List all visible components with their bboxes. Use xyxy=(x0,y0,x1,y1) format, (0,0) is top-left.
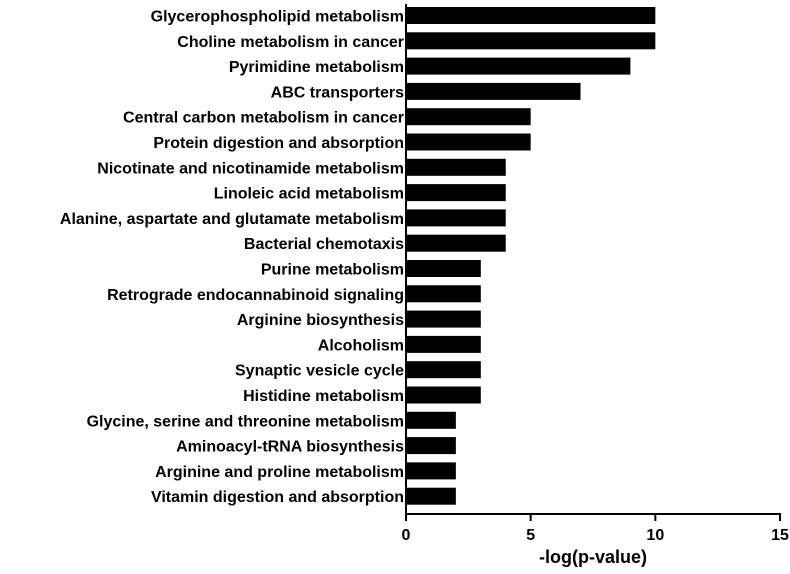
bar xyxy=(406,82,581,100)
bar xyxy=(406,184,506,202)
bar xyxy=(406,133,531,151)
category-label: Purine metabolism xyxy=(261,262,404,279)
category-label: Pyrimidine metabolism xyxy=(229,59,404,76)
bar xyxy=(406,386,481,404)
category-label: Bacterial chemotaxis xyxy=(244,236,404,253)
bar xyxy=(406,32,656,50)
category-label: Synaptic vesicle cycle xyxy=(235,363,404,380)
category-label: Nicotinate and nicotinamide metabolism xyxy=(97,160,404,177)
category-label: Alanine, aspartate and glutamate metabol… xyxy=(60,211,404,228)
category-label: Glycerophospholipid metabolism xyxy=(151,9,404,26)
category-label: Central carbon metabolism in cancer xyxy=(123,110,404,127)
category-label: Protein digestion and absorption xyxy=(153,135,404,152)
x-ticks-group: 0 5 10 15 xyxy=(402,514,789,544)
bar xyxy=(406,361,481,379)
bar xyxy=(406,57,631,75)
bar xyxy=(406,108,531,126)
category-label: Glycine, serine and threonine metabolism xyxy=(87,413,404,430)
category-label: Arginine and proline metabolism xyxy=(155,464,404,481)
bar xyxy=(406,260,481,277)
bar xyxy=(406,158,506,176)
category-label: Aminoacyl-tRNA biosynthesis xyxy=(176,439,404,456)
category-label: Arginine biosynthesis xyxy=(237,312,404,329)
x-tick-label: 10 xyxy=(646,527,664,544)
bar xyxy=(406,310,481,328)
bar xyxy=(406,209,506,227)
category-labels-group: Glycerophospholipid metabolism Choline me… xyxy=(60,9,404,507)
category-label: ABC transporters xyxy=(271,84,404,101)
x-axis-title: -log(p-value) xyxy=(539,547,647,567)
category-label: Choline metabolism in cancer xyxy=(177,34,404,51)
bar xyxy=(406,234,506,252)
x-tick-label: 0 xyxy=(402,527,411,544)
bar xyxy=(406,462,456,480)
x-tick-label: 5 xyxy=(526,527,535,544)
bar xyxy=(406,437,456,455)
bar xyxy=(406,7,656,24)
category-label: Linoleic acid metabolism xyxy=(214,186,404,203)
bar xyxy=(406,335,481,353)
category-label: Histidine metabolism xyxy=(243,388,404,405)
x-tick-label: 15 xyxy=(771,527,789,544)
bar xyxy=(406,285,481,303)
bar xyxy=(406,487,456,505)
bars-group xyxy=(406,7,656,505)
bar xyxy=(406,411,456,429)
category-label: Alcoholism xyxy=(318,337,404,354)
category-label: Vitamin digestion and absorption xyxy=(151,489,404,506)
category-label: Retrograde endocannabinoid signaling xyxy=(107,287,404,304)
